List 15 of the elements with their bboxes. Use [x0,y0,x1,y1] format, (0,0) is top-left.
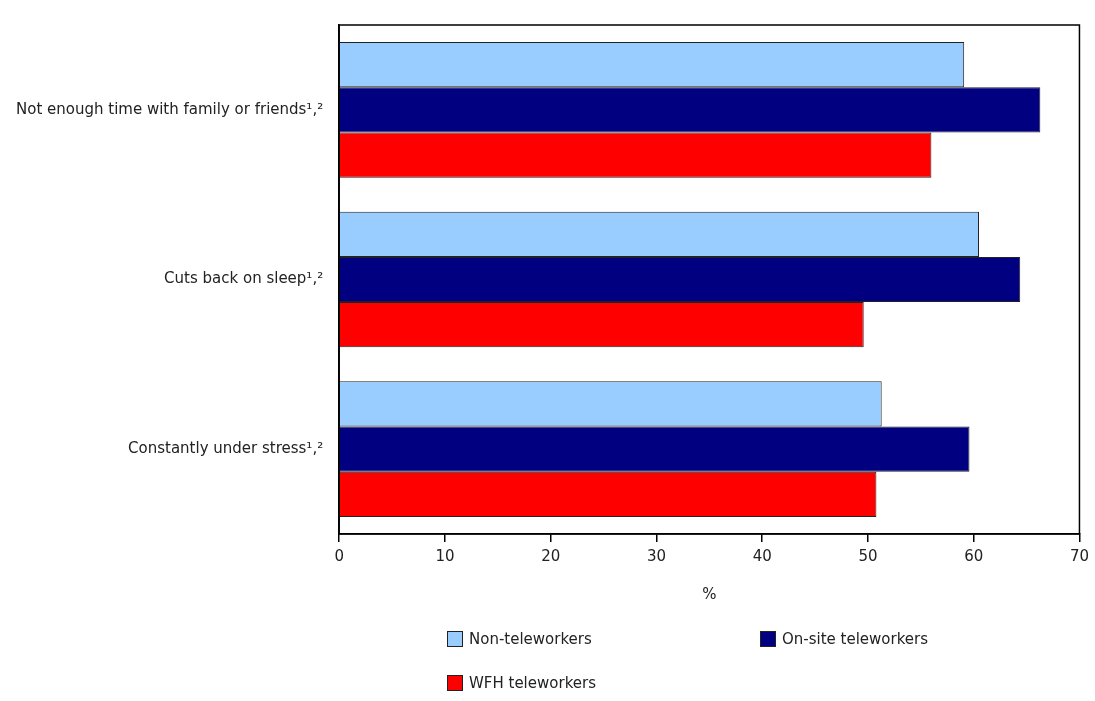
x-tick-label: 70 [1069,546,1089,565]
x-tick-label: 50 [858,546,878,565]
x-tick-label: 0 [334,546,344,565]
legend-label: On-site teleworkers [782,630,929,648]
legend-label: WFH teleworkers [469,674,596,692]
x-tick-label: 30 [646,546,666,565]
x-tick-label: 20 [541,546,561,565]
y-tick-label: Constantly under stress¹,² [128,439,324,458]
x-tick-label: 60 [964,546,984,565]
legend-label: Non-teleworkers [469,630,592,648]
x-tick-label: 10 [435,546,455,565]
x-tick-label: 40 [752,546,772,565]
x-axis-title: % [702,584,717,603]
y-tick-label: Not enough time with family or friends¹,² [16,99,324,118]
y-tick-label: Cuts back on sleep¹,² [164,269,324,288]
